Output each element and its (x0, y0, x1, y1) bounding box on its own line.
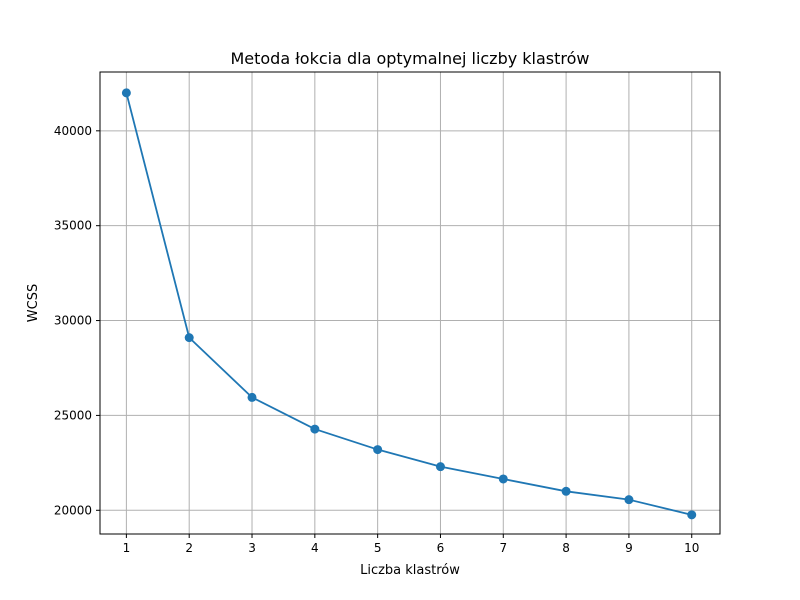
plot-frame (99, 71, 721, 535)
x-tick-label: 5 (374, 541, 382, 555)
data-point (624, 495, 634, 505)
x-tick-label: 9 (625, 541, 633, 555)
y-tick-label: 40000 (54, 124, 92, 138)
data-point (247, 392, 257, 402)
y-tick-label: 35000 (54, 219, 92, 233)
data-point (435, 462, 445, 472)
grid (100, 72, 720, 534)
x-tick-label: 3 (248, 541, 256, 555)
data-point (561, 486, 571, 496)
data-point (184, 333, 194, 343)
x-tick-label: 1 (123, 541, 131, 555)
series-line (125, 92, 692, 516)
y-tick-label: 30000 (54, 314, 92, 328)
y-tick-label: 25000 (54, 408, 92, 422)
x-tick-label: 2 (185, 541, 193, 555)
plot-area (100, 72, 720, 534)
data-point (310, 424, 320, 434)
data-point (121, 88, 131, 98)
x-tick-label: 10 (684, 541, 699, 555)
data-point (373, 445, 383, 455)
x-tick-label: 8 (562, 541, 570, 555)
x-tick-label: 4 (311, 541, 319, 555)
ticks: 1 2 3 4 5 6 7 8 9 10 20000 25000 30000 35000 40000 (54, 124, 700, 555)
series-layer (121, 88, 697, 520)
y-axis-label: WCSS (26, 284, 41, 322)
data-point (687, 510, 697, 520)
x-tick-label: 7 (499, 541, 507, 555)
chart-title: Metoda łokcia dla optymalnej liczby klas… (230, 49, 589, 68)
x-tick-label: 6 (437, 541, 445, 555)
data-point (498, 474, 508, 484)
x-axis-label: Liczba klastrów (360, 563, 460, 578)
y-tick-label: 20000 (54, 503, 92, 517)
